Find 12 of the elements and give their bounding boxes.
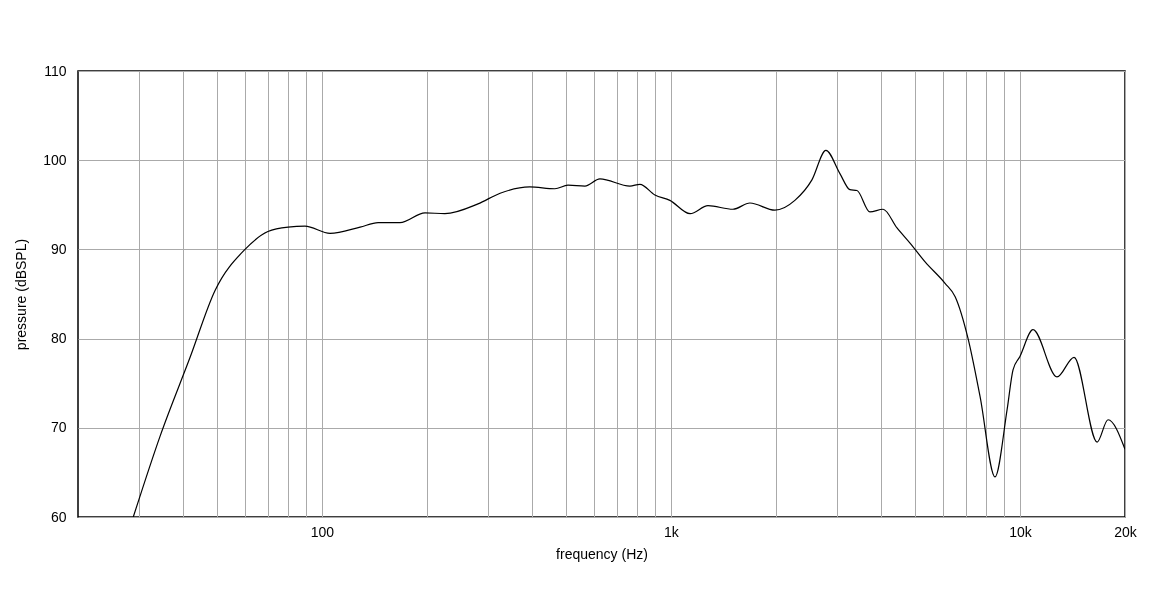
y-tick-label: 110: [44, 62, 67, 79]
x-tick-label: 100: [310, 523, 335, 540]
y-axis-title: pressure (dBSPL): [13, 238, 30, 351]
x-tick-label: 10k: [1009, 523, 1033, 540]
x-tick-label: 20k: [1114, 523, 1138, 540]
x-axis-title: frequency (Hz): [556, 545, 648, 562]
y-tick-label: 100: [43, 151, 67, 168]
y-tick-label: 80: [50, 330, 67, 347]
y-tick-label: 90: [50, 240, 67, 257]
y-tick-label: 60: [50, 508, 67, 525]
x-tick-label: 1k: [664, 523, 680, 540]
y-tick-label: 70: [50, 419, 67, 436]
